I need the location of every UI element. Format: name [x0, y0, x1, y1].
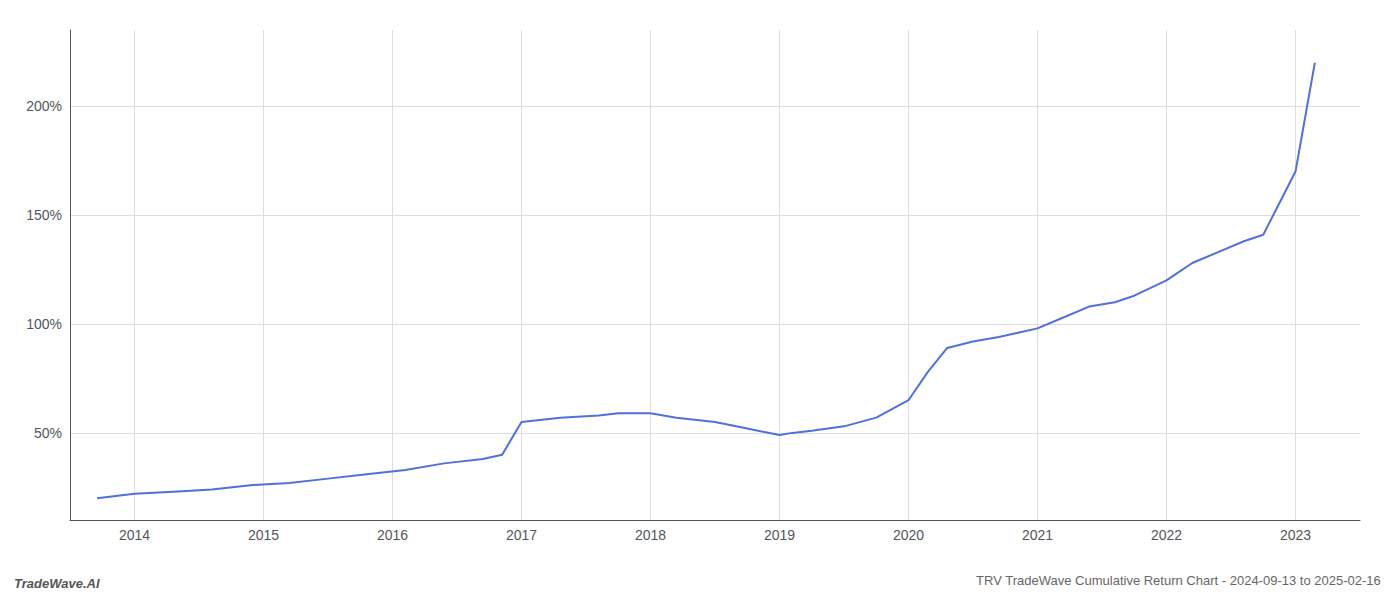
svg-text:2018: 2018 [635, 527, 666, 543]
svg-text:2020: 2020 [893, 527, 924, 543]
svg-text:2022: 2022 [1151, 527, 1182, 543]
svg-text:TradeWave.AI: TradeWave.AI [14, 576, 100, 591]
svg-text:150%: 150% [26, 207, 62, 223]
svg-text:2014: 2014 [119, 527, 150, 543]
svg-text:2016: 2016 [377, 527, 408, 543]
svg-text:200%: 200% [26, 98, 62, 114]
svg-text:2019: 2019 [764, 527, 795, 543]
svg-text:100%: 100% [26, 316, 62, 332]
svg-text:50%: 50% [34, 425, 62, 441]
svg-text:2023: 2023 [1280, 527, 1311, 543]
svg-text:2021: 2021 [1022, 527, 1053, 543]
svg-text:2017: 2017 [506, 527, 537, 543]
svg-text:TRV TradeWave Cumulative Retur: TRV TradeWave Cumulative Return Chart - … [976, 573, 1381, 588]
svg-text:2015: 2015 [248, 527, 279, 543]
